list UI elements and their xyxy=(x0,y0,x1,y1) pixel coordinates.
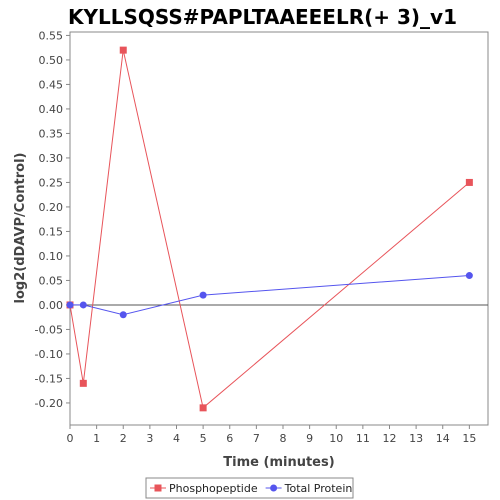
plot-area xyxy=(69,31,489,426)
legend-items: Phosphopeptide Total Protein xyxy=(150,482,352,495)
x-tick-label: 1 xyxy=(93,432,100,445)
x-axis-label: Time (minutes) xyxy=(223,455,334,470)
x-tick-label: 12 xyxy=(382,432,396,445)
y-tick-label: 0.50 xyxy=(39,54,64,67)
y-tick-label: 0.05 xyxy=(39,274,64,287)
x-tick-label: 14 xyxy=(436,432,450,445)
chart-title: KYLLSQSS#PAPLTAAEEELR(+ 3)_v1 xyxy=(68,5,457,29)
x-tick-label: 13 xyxy=(409,432,423,445)
legend-label: Phosphopeptide xyxy=(169,482,258,495)
data-point-circle xyxy=(79,301,87,309)
data-point-circle xyxy=(465,272,473,280)
y-tick-label: -0.20 xyxy=(35,397,63,410)
legend-marker-square xyxy=(154,484,162,492)
x-tick-label: 2 xyxy=(120,432,127,445)
y-tick-label: 0.25 xyxy=(39,176,64,189)
legend: Phosphopeptide Total Protein xyxy=(145,477,354,499)
data-point-square xyxy=(199,404,207,412)
x-tick-label: 11 xyxy=(356,432,370,445)
x-tick-label: 8 xyxy=(279,432,286,445)
y-tick-label: 0.40 xyxy=(39,103,64,116)
y-tick-label: 0.55 xyxy=(39,29,64,42)
data-point-circle xyxy=(199,291,207,299)
y-tick-label: 0.35 xyxy=(39,127,64,140)
legend-label: Total Protein xyxy=(284,482,353,495)
data-point-square xyxy=(119,46,127,54)
y-tick-label: -0.05 xyxy=(35,323,63,336)
y-tick-label: 0.30 xyxy=(39,152,64,165)
x-tick-label: 6 xyxy=(226,432,233,445)
data-point-square xyxy=(465,178,473,186)
data-point-circle xyxy=(119,311,127,319)
y-axis-label: log2(dDAVP/Control) xyxy=(13,153,28,304)
legend-box xyxy=(145,477,354,499)
x-tick-label: 9 xyxy=(306,432,313,445)
series-layer xyxy=(66,46,473,412)
x-tick-label: 7 xyxy=(253,432,260,445)
y-tick-label: 0.10 xyxy=(39,250,64,263)
y-tick-label: -0.10 xyxy=(35,348,63,361)
data-point-square xyxy=(79,379,87,387)
data-point-circle xyxy=(66,301,74,309)
x-tick-label: 0 xyxy=(67,432,74,445)
y-tick-label: -0.15 xyxy=(35,372,63,385)
y-tick-label: 0.00 xyxy=(39,299,64,312)
x-tick-label: 4 xyxy=(173,432,180,445)
x-axis-ticks: 0 1 2 3 4 5 6 7 8 9 10 11 12 13 14 15 xyxy=(67,425,476,445)
y-tick-label: 0.15 xyxy=(39,225,64,238)
x-tick-label: 15 xyxy=(462,432,476,445)
y-axis-ticks: -0.20 -0.15 -0.10 -0.05 0.00 0.05 0.10 0.15 0.20… xyxy=(35,29,70,410)
y-tick-label: 0.45 xyxy=(39,78,64,91)
legend-marker-circle xyxy=(270,484,278,492)
x-tick-label: 5 xyxy=(200,432,207,445)
x-tick-label: 3 xyxy=(146,432,153,445)
y-tick-label: 0.20 xyxy=(39,201,64,214)
x-tick-label: 10 xyxy=(329,432,343,445)
